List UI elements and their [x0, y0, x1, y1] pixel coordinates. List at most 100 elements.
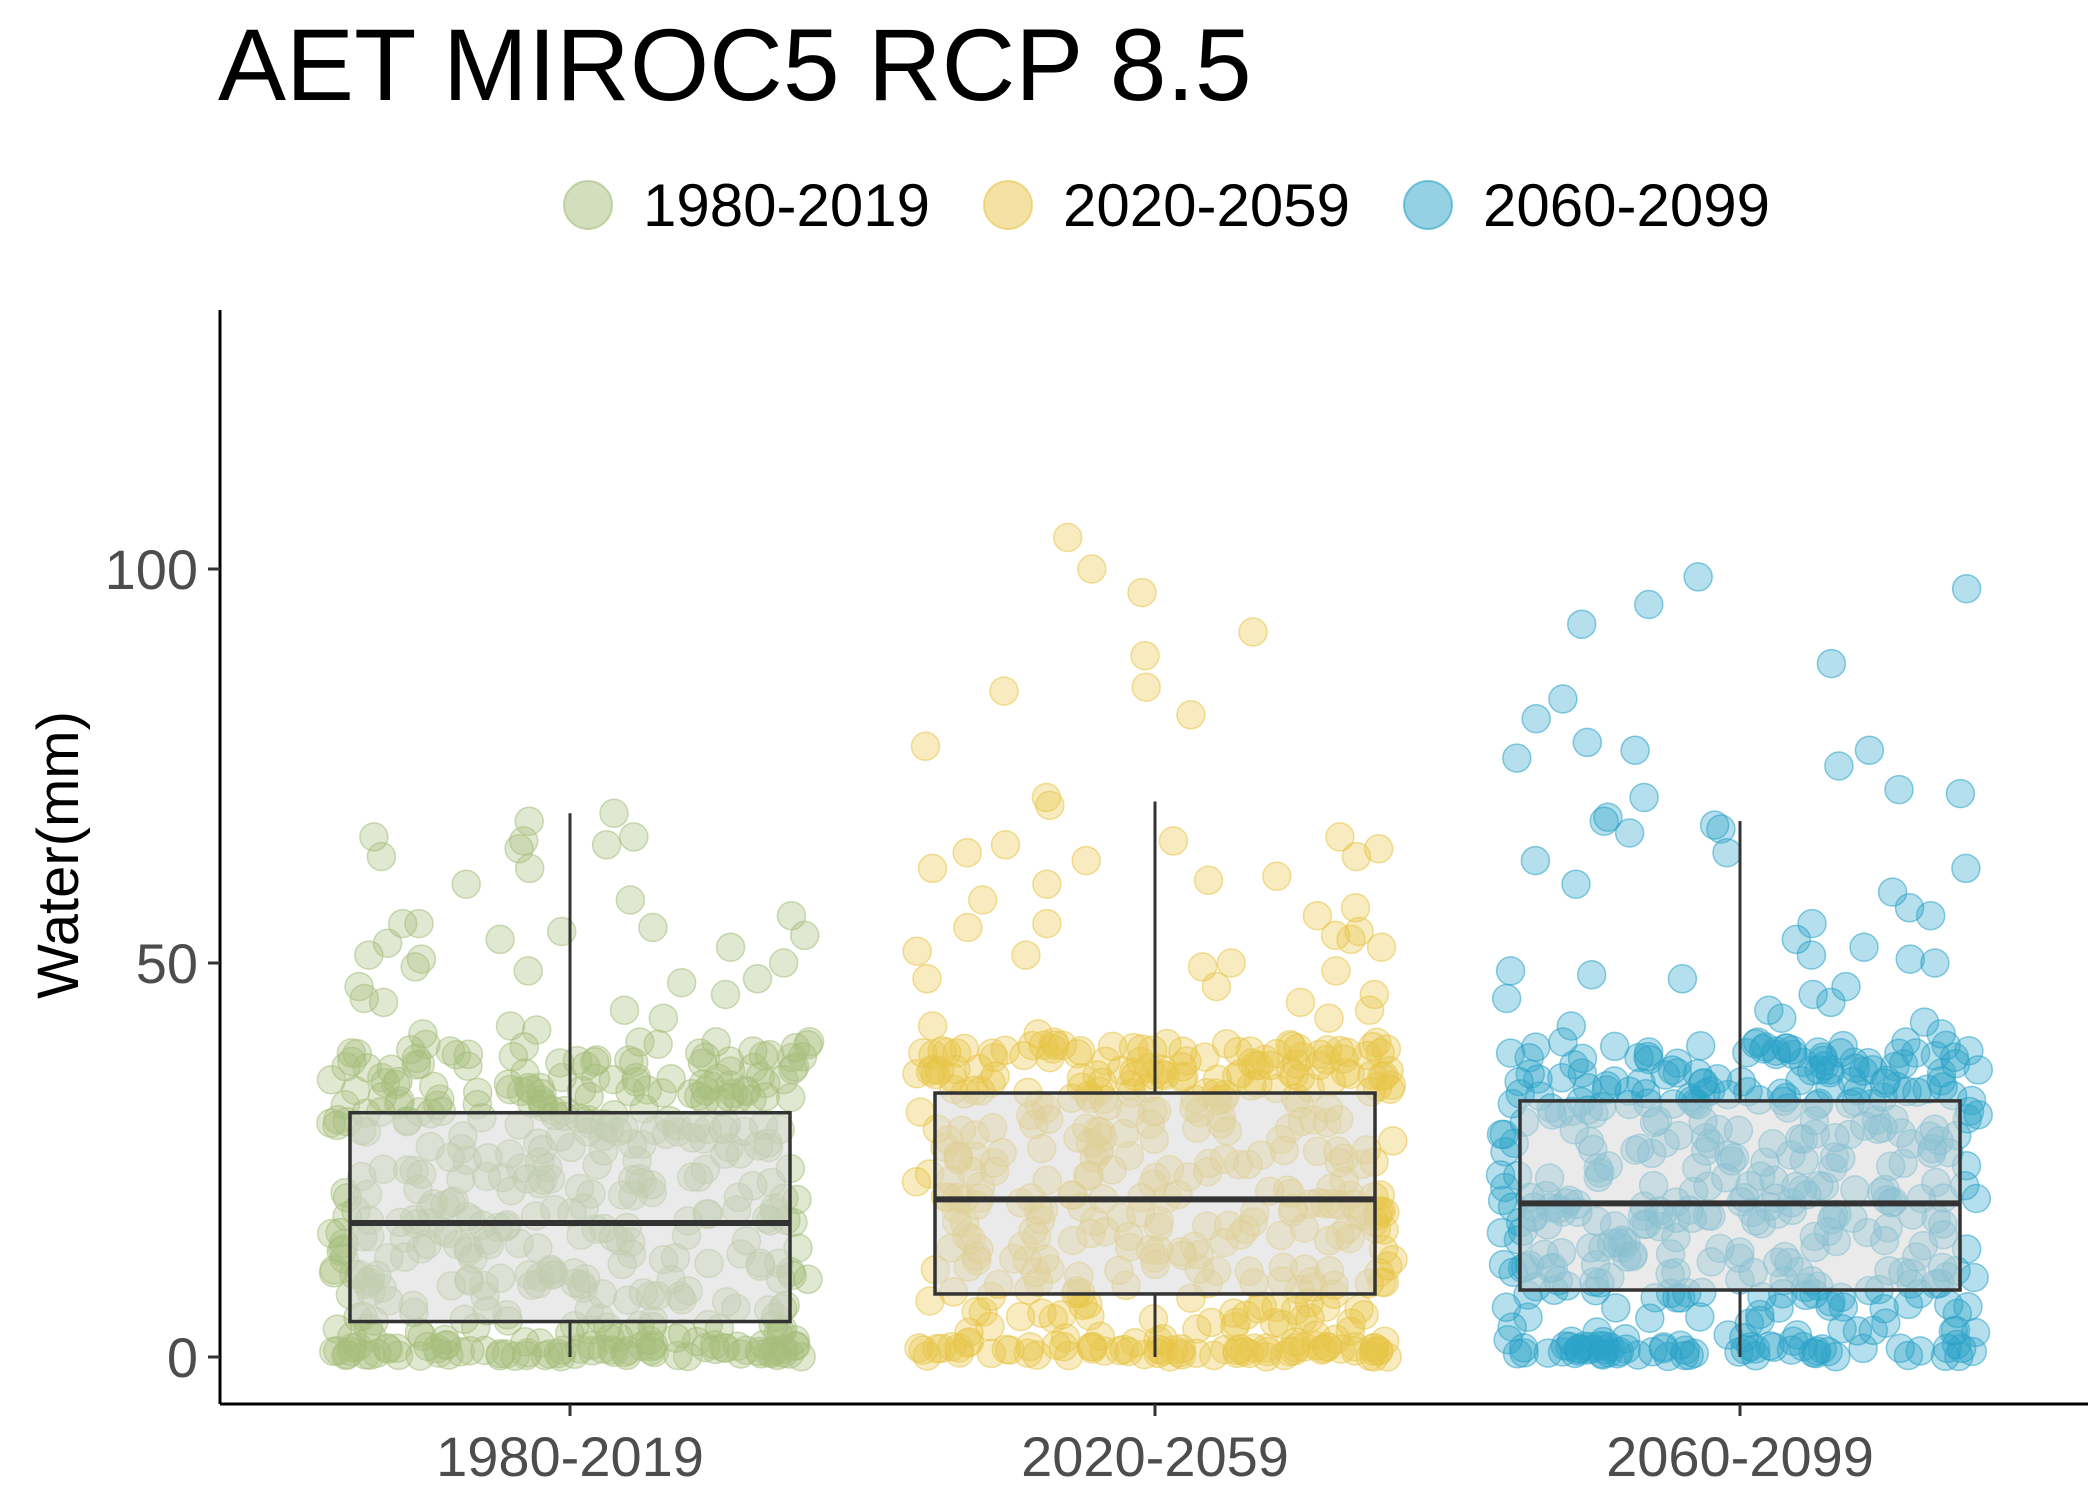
data-point — [1493, 1324, 1523, 1355]
data-point — [1295, 1303, 1325, 1333]
data-point — [714, 1046, 745, 1076]
data-point — [968, 1297, 999, 1327]
data-point — [1909, 1007, 1940, 1037]
data-point — [1182, 1314, 1212, 1344]
data-point — [1942, 1298, 1973, 1329]
data-point — [1599, 1066, 1630, 1096]
data-point — [1047, 1030, 1078, 1061]
data-point — [1235, 1036, 1266, 1066]
data-point — [1502, 1339, 1533, 1369]
data-point — [901, 1167, 932, 1197]
data-point — [1221, 1307, 1251, 1338]
data-point — [742, 964, 773, 994]
data-point — [656, 1063, 686, 1094]
data-point — [485, 924, 515, 955]
data-point — [666, 967, 697, 998]
data-point — [337, 1046, 367, 1077]
data-point — [1216, 948, 1246, 978]
data-point — [1742, 1027, 1773, 1057]
data-point — [1040, 1030, 1070, 1060]
data-point — [1311, 1045, 1342, 1075]
data-point — [1363, 833, 1394, 864]
data-point — [1884, 774, 1914, 805]
data-point — [316, 1218, 347, 1249]
data-point — [1352, 1040, 1383, 1071]
data-point — [1842, 1316, 1873, 1346]
data-point — [1488, 1249, 1519, 1280]
data-point — [789, 920, 820, 951]
data-point — [1269, 1340, 1300, 1371]
data-point — [779, 1052, 810, 1082]
data-point — [1816, 648, 1847, 679]
data-point — [619, 1047, 649, 1078]
data-point — [975, 1311, 1005, 1342]
data-point — [647, 1078, 678, 1108]
data-point — [1052, 522, 1083, 553]
data-point — [1167, 1340, 1197, 1370]
data-point — [1831, 971, 1861, 1002]
legend-key — [1403, 180, 1453, 230]
data-point — [366, 841, 397, 872]
data-point — [924, 1055, 955, 1086]
data-point — [526, 1085, 556, 1115]
data-point — [954, 1327, 985, 1357]
data-point — [638, 912, 668, 943]
data-point — [1491, 983, 1522, 1014]
data-point — [1951, 573, 1982, 604]
data-point — [1238, 617, 1268, 647]
data-point — [1105, 1335, 1135, 1366]
data-point — [684, 1081, 714, 1111]
box — [933, 1091, 1377, 1296]
data-point — [1344, 916, 1374, 947]
data-point — [1567, 1043, 1598, 1074]
data-point — [952, 837, 982, 868]
data-point — [905, 1097, 936, 1127]
data-point — [1005, 1301, 1036, 1332]
data-point — [406, 944, 437, 974]
data-point — [1729, 1322, 1759, 1353]
data-point — [1066, 1063, 1097, 1093]
data-point — [949, 1033, 980, 1064]
data-point — [1308, 1333, 1339, 1364]
data-point — [1077, 554, 1107, 584]
data-point — [400, 952, 430, 982]
data-point — [352, 1052, 382, 1083]
data-point — [500, 1341, 530, 1371]
data-point — [757, 1338, 787, 1369]
data-point — [1533, 1338, 1563, 1368]
data-point — [1077, 1334, 1108, 1364]
data-point — [1801, 1338, 1831, 1369]
data-point — [451, 869, 481, 899]
data-point — [1945, 778, 1976, 809]
data-point — [1576, 960, 1607, 990]
data-point — [495, 1074, 525, 1105]
data-point — [1685, 1302, 1715, 1332]
data-point — [1767, 1003, 1797, 1033]
data-point — [1152, 1028, 1182, 1059]
data-point — [1137, 1035, 1168, 1065]
data-point — [1650, 1060, 1681, 1090]
data-point — [964, 1054, 994, 1084]
y-tick-label: 100 — [105, 538, 198, 601]
data-point — [372, 1333, 402, 1363]
data-point — [441, 1040, 472, 1070]
data-point — [1065, 1036, 1096, 1066]
data-point — [1777, 1035, 1808, 1065]
data-point — [1495, 1038, 1526, 1068]
data-point — [368, 987, 399, 1018]
data-point — [408, 1019, 438, 1049]
data-point — [1490, 1137, 1520, 1167]
data-point — [1210, 1334, 1240, 1365]
data-point — [1593, 802, 1623, 832]
data-point — [1314, 1003, 1344, 1033]
data-point — [1487, 1185, 1518, 1216]
data-point — [1521, 703, 1551, 734]
legend: 1980-2019 2020-2059 2060-2099 — [563, 172, 1770, 239]
data-point — [1521, 1032, 1551, 1062]
boxplots — [348, 801, 1962, 1357]
data-point — [643, 1029, 673, 1059]
data-point — [599, 798, 629, 829]
data-point — [316, 1065, 347, 1095]
data-point — [1513, 1302, 1543, 1332]
data-point — [1683, 562, 1713, 592]
